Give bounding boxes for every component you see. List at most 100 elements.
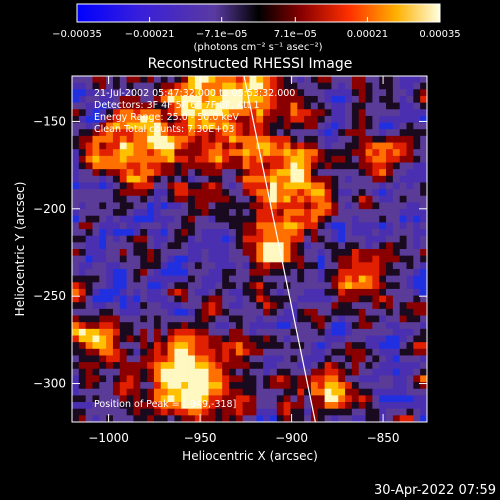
heatmap-cell [406,322,414,330]
heatmap-cell [372,388,380,396]
heatmap-cell [222,129,230,137]
heatmap-cell [188,109,196,117]
heatmap-cell [153,408,162,416]
heatmap-cell [413,109,421,117]
heatmap-cell [229,322,237,330]
heatmap-cell [358,322,366,330]
heatmap-cell [201,275,209,283]
heatmap-cell [119,388,128,396]
heatmap-cell [358,375,366,383]
heatmap-cell [106,282,114,290]
heatmap-cell [297,189,305,197]
heatmap-cell [276,288,285,296]
heatmap-cell [392,129,401,137]
heatmap-cell [379,122,387,130]
heatmap-cell [420,122,427,130]
heatmap-cell [406,242,414,250]
heatmap-cell [276,348,285,356]
heatmap-cell [379,375,387,383]
heatmap-cell [167,222,175,230]
heatmap-cell [119,395,128,403]
heatmap-cell [181,402,189,410]
heatmap-cell [372,195,380,203]
heatmap-cell [324,262,332,270]
heatmap-cell [351,149,360,157]
heatmap-cell [345,142,353,150]
heatmap-cell [160,129,168,137]
heatmap-cell [392,222,401,230]
heatmap-cell [112,129,121,137]
heatmap-cell [242,95,250,104]
heatmap-cell [331,109,339,117]
heatmap-cell [304,308,312,316]
heatmap-cell [358,109,366,117]
heatmap-cell [365,268,373,277]
heatmap-cell [106,368,114,376]
heatmap-cell [235,335,244,343]
heatmap-cell [72,249,80,257]
heatmap-cell [386,175,394,183]
heatmap-cell [242,342,250,350]
heatmap-cell [222,362,230,370]
heatmap-cell [263,82,271,90]
heatmap-cell [379,142,387,150]
plot-frame [71,75,428,423]
heatmap-cell [140,382,148,390]
heatmap-cell [222,175,230,183]
heatmap-cell [242,202,250,210]
heatmap-cell [126,115,134,123]
heatmap-cell [406,115,414,123]
heatmap-cell [365,95,373,104]
heatmap-cell [181,149,189,157]
heatmap-cell [317,249,325,257]
heatmap-cell [420,162,427,170]
heatmap-cell [160,155,168,163]
heatmap-cell [222,268,230,277]
heatmap-cell [351,102,360,110]
heatmap-cell [181,109,189,117]
heatmap-cell [372,415,380,422]
heatmap-cell [72,295,80,303]
heatmap-cell [126,242,134,250]
heatmap-cell [208,229,216,237]
heatmap-cell [420,175,427,183]
heatmap-cell [256,268,264,277]
heatmap-cell [372,249,380,257]
heatmap-cell [310,95,319,104]
heatmap-cell [126,388,134,396]
heatmap-cell [153,102,162,110]
heatmap-cell [167,288,175,296]
heatmap-cell [338,122,346,130]
heatmap-cell [78,268,87,277]
heatmap-cell [297,89,305,97]
heatmap-cell [160,215,168,223]
heatmap-cell [119,402,128,410]
heatmap-cell [345,175,353,183]
heatmap-cell [310,249,319,257]
heatmap-cell [147,89,155,97]
heatmap-cell [283,102,291,110]
heatmap-cell [242,155,250,163]
heatmap-cell [358,189,366,197]
heatmap-cell [92,135,100,143]
heatmap-cell [310,362,319,370]
heatmap-cell [242,322,250,330]
heatmap-cell [215,242,223,250]
heatmap-cell [235,395,244,403]
heatmap-cell [338,209,346,217]
heatmap-cell [229,388,237,396]
heatmap-cell [310,402,319,410]
heatmap-cell [208,308,216,316]
heatmap-cell [106,348,114,356]
heatmap-cell [235,342,244,350]
heatmap-cell [147,102,155,110]
heatmap-cell [413,328,421,336]
heatmap-cell [249,102,257,110]
heatmap-cell [147,342,155,350]
heatmap-cell [174,115,182,123]
heatmap-cell [317,375,325,383]
heatmap-cell [194,122,203,130]
heatmap-cell [229,308,237,316]
heatmap-cell [413,82,421,90]
heatmap-cell [406,402,414,410]
